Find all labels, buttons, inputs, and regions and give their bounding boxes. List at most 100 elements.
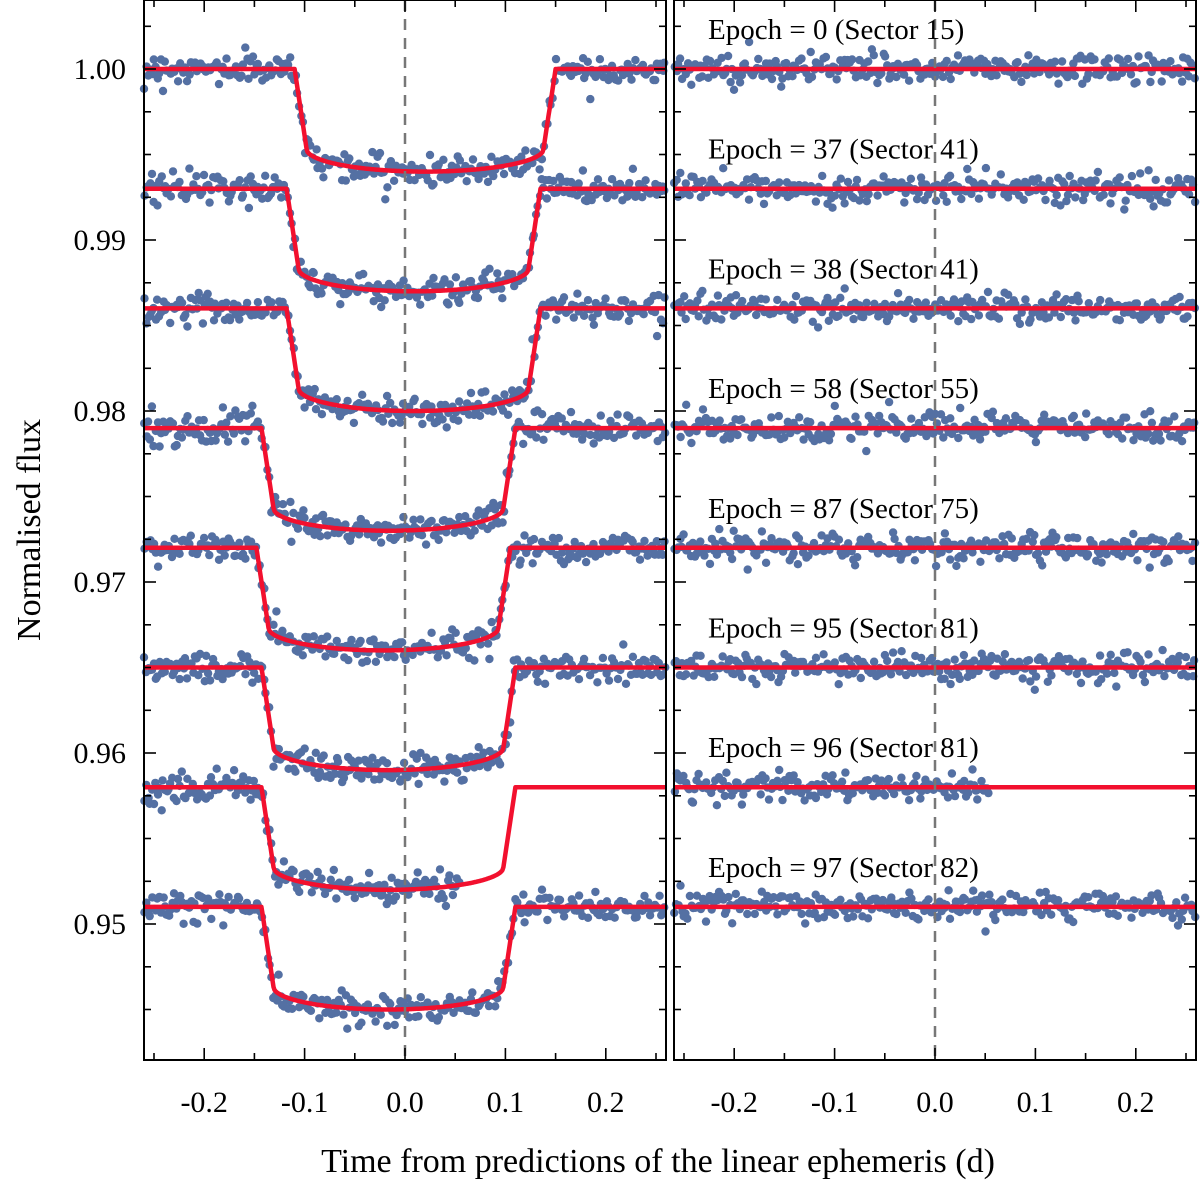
data-point	[369, 635, 378, 644]
left-panel	[139, 0, 670, 1061]
data-point	[880, 299, 890, 309]
data-point	[1143, 429, 1153, 438]
data-point	[869, 657, 879, 666]
data-point	[364, 770, 373, 779]
data-point	[158, 776, 167, 785]
data-point	[404, 1013, 414, 1022]
data-point	[950, 791, 960, 801]
data-point	[880, 791, 890, 800]
data-point	[873, 191, 882, 200]
data-point	[950, 655, 959, 664]
data-point	[313, 867, 322, 877]
data-point	[1031, 437, 1041, 447]
data-point	[1095, 651, 1105, 660]
data-point	[160, 57, 169, 66]
data-point	[793, 560, 803, 569]
data-point	[1082, 409, 1091, 418]
data-point	[354, 756, 363, 765]
data-point	[1177, 437, 1187, 446]
data-point	[613, 674, 623, 684]
x-tick-label: -0.1	[281, 1086, 329, 1119]
data-point	[1071, 193, 1080, 202]
data-point	[847, 55, 857, 64]
data-point	[535, 165, 544, 174]
data-point	[955, 674, 964, 684]
data-point	[578, 166, 588, 175]
data-point	[885, 312, 894, 321]
data-point	[468, 988, 477, 997]
data-point	[332, 395, 341, 404]
data-point	[358, 390, 367, 399]
data-point	[382, 391, 392, 401]
data-point	[789, 771, 798, 780]
data-point	[551, 54, 561, 64]
data-point	[680, 292, 689, 301]
data-point	[1140, 677, 1150, 687]
data-point	[278, 500, 288, 509]
data-point	[429, 273, 438, 283]
data-point	[992, 71, 1001, 80]
data-point	[726, 548, 735, 557]
data-point	[159, 893, 168, 902]
data-point	[434, 1013, 443, 1022]
data-point	[289, 866, 298, 876]
data-point	[840, 199, 849, 208]
data-point	[799, 435, 808, 444]
data-point	[1069, 917, 1078, 927]
data-point	[969, 886, 978, 895]
data-point	[455, 298, 464, 308]
data-point	[939, 191, 948, 200]
data-point	[1136, 169, 1145, 178]
data-point	[1134, 52, 1143, 61]
data-point	[508, 270, 517, 279]
data-point	[863, 914, 873, 923]
data-point	[1144, 650, 1153, 659]
data-point	[194, 671, 203, 680]
data-point	[1136, 657, 1145, 667]
data-point	[503, 410, 513, 419]
data-point	[199, 415, 208, 425]
data-point	[724, 892, 733, 902]
data-point	[1164, 417, 1174, 426]
data-point	[295, 887, 304, 897]
data-point	[1040, 410, 1049, 419]
data-point	[983, 287, 993, 297]
data-point	[248, 52, 258, 61]
data-point	[1081, 432, 1090, 442]
data-point	[790, 315, 799, 324]
data-point	[640, 536, 649, 546]
data-point	[1054, 79, 1063, 88]
data-point	[177, 767, 186, 776]
data-point	[811, 653, 821, 662]
data-point	[767, 413, 776, 422]
data-point	[873, 429, 882, 438]
data-point	[388, 418, 397, 428]
data-point	[631, 55, 640, 65]
data-point	[269, 620, 278, 629]
data-point	[533, 907, 542, 916]
data-point	[960, 776, 969, 786]
data-point	[1054, 896, 1063, 905]
data-point	[889, 789, 899, 799]
data-point	[981, 927, 990, 936]
data-point	[1084, 299, 1094, 308]
data-point	[761, 774, 770, 783]
data-point	[628, 537, 637, 546]
data-point	[912, 195, 922, 204]
data-point	[942, 658, 951, 667]
data-point	[1065, 171, 1074, 181]
data-point	[1123, 648, 1132, 657]
data-point	[1159, 537, 1168, 547]
data-point	[688, 798, 698, 807]
data-point	[830, 401, 839, 411]
data-point	[487, 617, 496, 627]
data-point	[439, 893, 448, 903]
data-point	[248, 678, 257, 687]
data-point	[169, 889, 179, 898]
data-point	[1175, 651, 1184, 661]
data-point	[291, 767, 300, 776]
data-point	[658, 670, 667, 679]
data-point	[1060, 908, 1069, 917]
data-point	[756, 189, 765, 198]
data-point	[628, 652, 638, 661]
